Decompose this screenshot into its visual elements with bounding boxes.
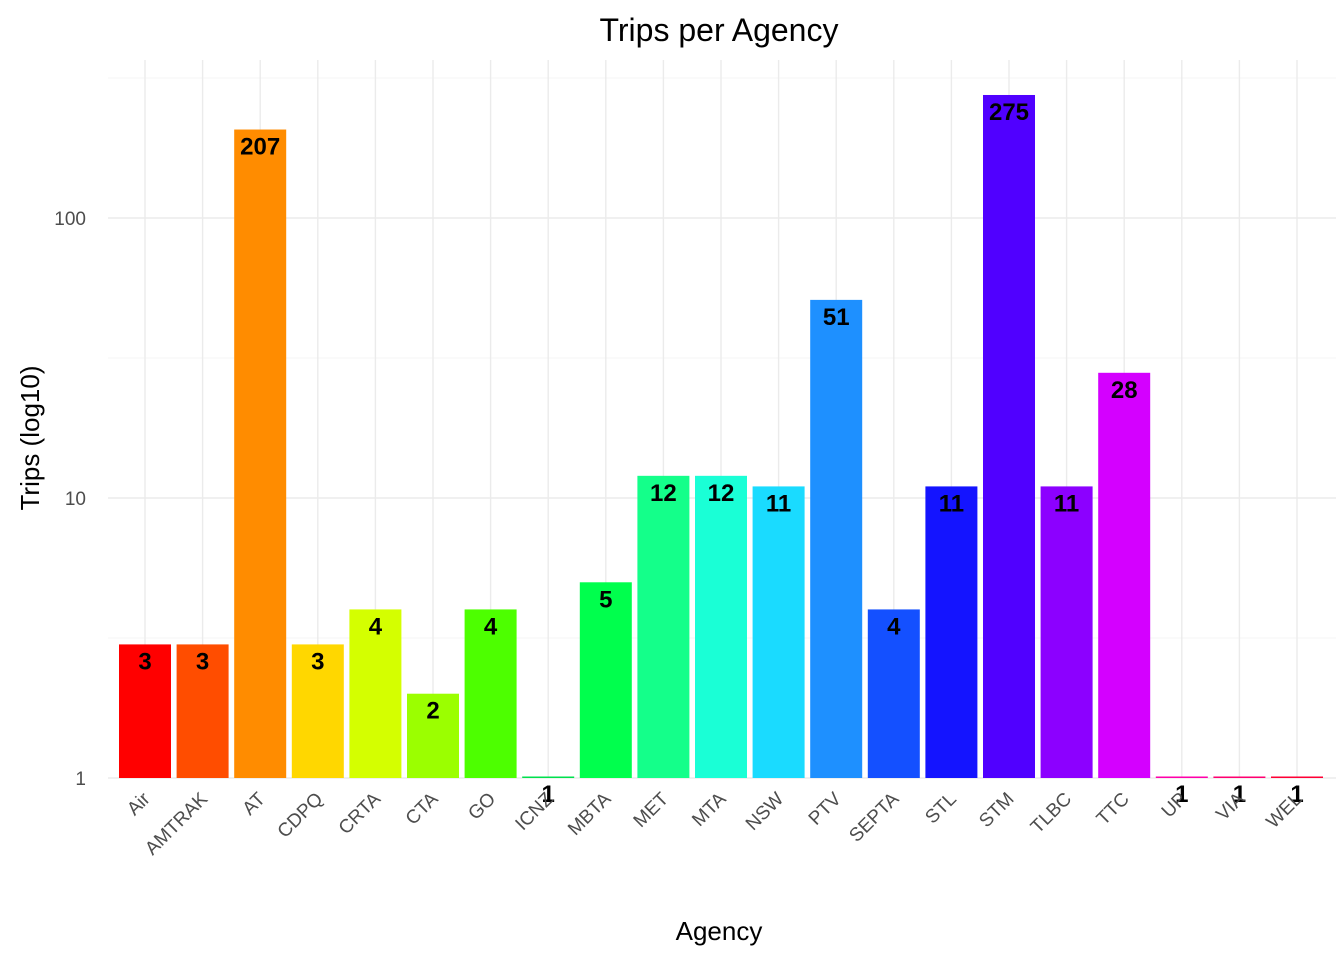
bar-stm	[983, 94, 1035, 779]
x-tick-label-ptv: PTV	[805, 788, 846, 829]
data-label-amtrak: 3	[196, 648, 209, 675]
x-tick-label-mta: MTA	[688, 788, 730, 830]
bar-amtrak	[176, 644, 229, 778]
x-tick-label-at: AT	[239, 788, 270, 819]
bar-air	[119, 644, 171, 778]
x-tick-label-stl: STL	[921, 789, 960, 828]
data-label-via: 1	[1233, 781, 1246, 808]
x-tick-label-met: MET	[630, 788, 673, 831]
data-label-ptv: 51	[823, 304, 850, 331]
bar-cta	[407, 693, 459, 778]
x-tick-label-tlbc: TLBC	[1027, 789, 1076, 838]
x-tick-label-cdpq: CDPQ	[274, 789, 328, 843]
y-axis-ticks: 1 10 100	[54, 209, 86, 790]
data-label-go: 4	[484, 613, 498, 640]
chart-title: Trips per Agency	[600, 12, 839, 48]
bar-met	[637, 475, 690, 778]
y-tick-label: 100	[54, 209, 86, 230]
data-label-icnz: 1	[542, 781, 555, 808]
bar-crta	[349, 609, 402, 778]
data-label-crta: 4	[369, 613, 383, 640]
y-tick-label: 10	[65, 489, 86, 510]
x-tick-label-crta: CRTA	[335, 788, 385, 838]
x-tick-label-stm: STM	[975, 789, 1018, 832]
x-tick-label-septa: SEPTA	[845, 788, 903, 846]
bar-tlbc	[1040, 486, 1093, 778]
bar-cdpq	[291, 644, 344, 778]
bar-ptv	[810, 299, 863, 778]
x-tick-label-air: Air	[123, 788, 155, 820]
bar-septa	[867, 609, 920, 778]
x-tick-label-cta: CTA	[402, 788, 443, 829]
data-label-ttc: 28	[1111, 377, 1138, 404]
data-label-wel: 1	[1290, 781, 1303, 808]
x-tick-label-nsw: NSW	[742, 789, 788, 835]
bar-go	[464, 609, 517, 778]
bar-at	[234, 129, 287, 778]
data-label-stl: 11	[939, 490, 964, 517]
y-tick-label: 1	[75, 769, 86, 790]
data-label-up: 1	[1175, 781, 1188, 808]
x-axis-title: Agency	[676, 916, 763, 946]
bar-up	[1155, 776, 1208, 778]
data-label-mbta: 5	[599, 586, 612, 613]
x-tick-label-mbta: MBTA	[564, 788, 615, 839]
x-tick-label-amtrak: AMTRAK	[141, 788, 212, 859]
bar-via	[1213, 776, 1266, 778]
bar-icnz	[522, 776, 575, 778]
data-label-stm: 275	[989, 99, 1029, 126]
bar-nsw	[752, 486, 805, 778]
y-axis-title: Trips (log10)	[15, 366, 45, 511]
data-label-air: 3	[138, 648, 151, 675]
data-label-nsw: 11	[766, 490, 791, 517]
x-tick-label-ttc: TTC	[1093, 789, 1134, 830]
bars	[119, 94, 1323, 779]
data-label-at: 207	[240, 134, 280, 161]
bar-ttc	[1098, 372, 1151, 778]
data-label-tlbc: 11	[1054, 490, 1079, 517]
bar-mta	[695, 475, 747, 778]
data-label-cta: 2	[426, 698, 439, 725]
bar-mbta	[579, 582, 632, 778]
bar-stl	[925, 486, 978, 778]
bar-wel	[1271, 776, 1323, 778]
data-label-mta: 12	[708, 480, 735, 507]
data-label-septa: 4	[887, 613, 901, 640]
x-tick-label-go: GO	[464, 789, 500, 825]
data-label-met: 12	[650, 480, 677, 507]
data-label-cdpq: 3	[311, 648, 324, 675]
